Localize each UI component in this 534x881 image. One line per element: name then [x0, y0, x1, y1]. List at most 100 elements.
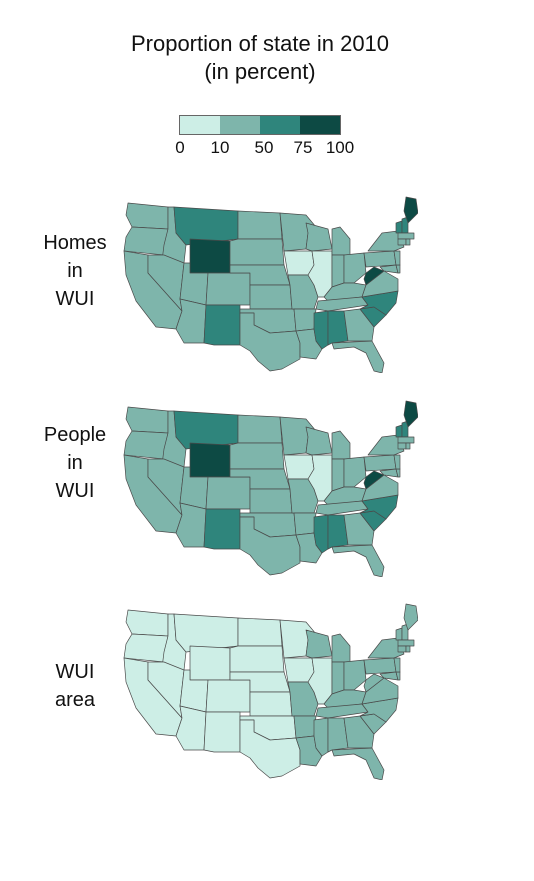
state-ct — [397, 645, 407, 653]
state-or — [123, 430, 169, 460]
state-nj — [393, 657, 401, 673]
state-wy — [189, 645, 231, 681]
state-tx — [239, 312, 301, 372]
state-oh — [343, 659, 367, 691]
state-ia — [283, 454, 315, 480]
state-wy — [189, 238, 231, 274]
state-mt — [173, 613, 239, 653]
legend-tick: 10 — [210, 138, 230, 157]
legend-bin-75-100 — [300, 116, 340, 134]
state-fl — [331, 747, 385, 780]
state-nm — [203, 508, 241, 550]
state-nc — [359, 290, 399, 316]
state-oh — [343, 252, 367, 284]
state-wi — [305, 222, 333, 252]
state-nm — [203, 304, 241, 346]
state-tx — [239, 719, 301, 779]
state-nd — [237, 414, 283, 444]
state-ga — [343, 308, 375, 342]
legend-bin-50-75 — [260, 116, 300, 134]
state-ga — [343, 715, 375, 749]
state-nd — [237, 617, 283, 647]
state-mi — [331, 430, 351, 460]
legend-tick: 100 — [325, 138, 355, 157]
state-wa — [125, 609, 169, 637]
state-al — [327, 717, 349, 753]
state-wi — [305, 426, 333, 456]
state-ga — [343, 512, 375, 546]
state-ct — [397, 442, 407, 450]
state-me — [403, 196, 418, 224]
state-ks — [249, 691, 293, 717]
state-ar — [293, 308, 317, 332]
state-nj — [393, 454, 401, 470]
state-nj — [393, 250, 401, 266]
state-in — [331, 254, 345, 288]
state-nc — [359, 697, 399, 723]
legend-color-bar — [179, 115, 341, 135]
state-al — [327, 514, 349, 550]
state-ia — [283, 657, 315, 683]
state-co — [205, 476, 251, 510]
state-ct — [397, 238, 407, 246]
state-co — [205, 272, 251, 306]
state-me — [403, 603, 418, 631]
state-wi — [305, 629, 333, 659]
state-in — [331, 661, 345, 695]
state-oh — [343, 456, 367, 488]
state-vt — [395, 220, 403, 234]
state-pa — [363, 454, 397, 472]
legend-tick: 0 — [175, 138, 185, 157]
state-ar — [293, 715, 317, 739]
state-ma — [397, 639, 415, 647]
state-mi — [331, 633, 351, 663]
state-ri — [405, 645, 411, 653]
state-me — [403, 400, 418, 428]
state-pa — [363, 657, 397, 675]
state-wa — [125, 406, 169, 434]
us-map-area — [123, 603, 418, 780]
legend-bin-0-10 — [180, 116, 220, 134]
state-ks — [249, 284, 293, 310]
state-wv — [363, 673, 385, 693]
row-label-people: People in WUI — [43, 424, 107, 502]
state-or — [123, 633, 169, 663]
state-sd — [229, 442, 285, 470]
state-wa — [125, 202, 169, 230]
map-title: Proportion of state in 2010 — [130, 31, 390, 56]
row-label-homes: Homes in WUI — [43, 232, 107, 310]
state-ia — [283, 250, 315, 276]
state-vt — [395, 424, 403, 438]
state-fl — [331, 544, 385, 577]
state-fl — [331, 340, 385, 373]
state-ri — [405, 238, 411, 246]
state-ma — [397, 232, 415, 240]
state-sd — [229, 645, 285, 673]
state-nm — [203, 711, 241, 753]
state-co — [205, 679, 251, 713]
state-wv — [363, 470, 385, 490]
state-wy — [189, 442, 231, 478]
state-nc — [359, 494, 399, 520]
state-ar — [293, 512, 317, 536]
row-label-area: WUI area — [54, 661, 96, 711]
state-sd — [229, 238, 285, 266]
legend-bin-10-50 — [220, 116, 260, 134]
legend-tick: 75 — [293, 138, 313, 157]
state-tx — [239, 516, 301, 576]
state-ks — [249, 488, 293, 514]
us-map-people — [123, 400, 418, 577]
state-wv — [363, 266, 385, 286]
state-al — [327, 310, 349, 346]
state-ma — [397, 436, 415, 444]
state-or — [123, 226, 169, 256]
state-nd — [237, 210, 283, 240]
state-mi — [331, 226, 351, 256]
state-pa — [363, 250, 397, 268]
state-mt — [173, 410, 239, 450]
state-vt — [395, 627, 403, 641]
us-map-homes — [123, 196, 418, 373]
state-mt — [173, 206, 239, 246]
legend-tick: 50 — [254, 138, 274, 157]
map-subtitle: (in percent) — [204, 59, 316, 84]
